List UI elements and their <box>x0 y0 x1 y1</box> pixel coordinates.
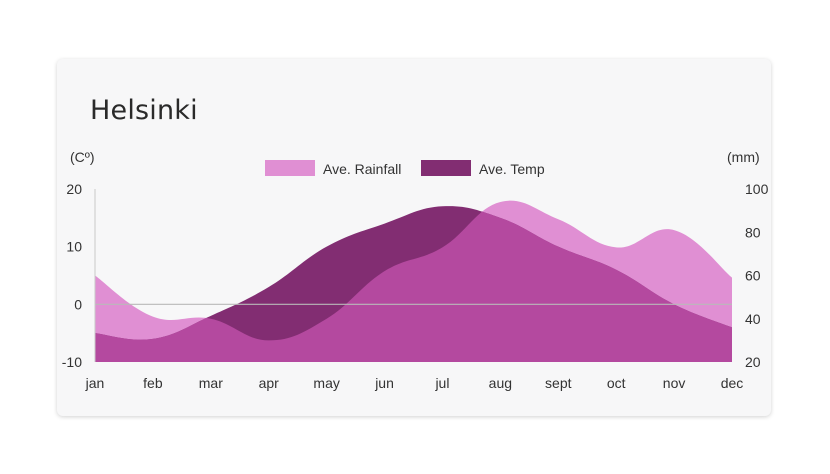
y-right-tick-80: 80 <box>745 224 761 240</box>
chart-title: Helsinki <box>90 95 198 126</box>
y-left-tick-10: 10 <box>66 239 82 255</box>
legend-swatch-temp[interactable] <box>421 160 471 176</box>
y-right-unit-label: (mm) <box>727 149 760 165</box>
y-left-tick-0: 0 <box>74 296 82 312</box>
y-right-tick-40: 40 <box>745 311 761 327</box>
x-tick-label-dec: dec <box>721 375 744 391</box>
y-left-tick--10: -10 <box>62 354 82 370</box>
y-left-tick-20: 20 <box>66 181 82 197</box>
x-tick-label-mar: mar <box>199 375 223 391</box>
x-tick-label-may: may <box>313 375 339 391</box>
y-right-tick-20: 20 <box>745 354 761 370</box>
y-right-tick-100: 100 <box>745 181 769 197</box>
legend-swatch-rainfall[interactable] <box>265 160 315 176</box>
legend-label-rainfall: Ave. Rainfall <box>323 161 401 177</box>
legend: Ave. Rainfall Ave. Temp <box>265 160 545 177</box>
x-tick-label-feb: feb <box>143 375 163 391</box>
x-tick-label-oct: oct <box>607 375 626 391</box>
x-tick-label-jul: jul <box>434 375 449 391</box>
x-tick-label-aug: aug <box>489 375 512 391</box>
y-right-tick-60: 60 <box>745 268 761 284</box>
x-tick-label-sept: sept <box>545 375 572 391</box>
x-tick-label-apr: apr <box>259 375 280 391</box>
legend-label-temp: Ave. Temp <box>479 161 545 177</box>
x-tick-label-nov: nov <box>663 375 686 391</box>
y-left-unit-label: (Cº) <box>70 149 95 165</box>
x-tick-label-jan: jan <box>85 375 105 391</box>
x-tick-label-jun: jun <box>374 375 394 391</box>
